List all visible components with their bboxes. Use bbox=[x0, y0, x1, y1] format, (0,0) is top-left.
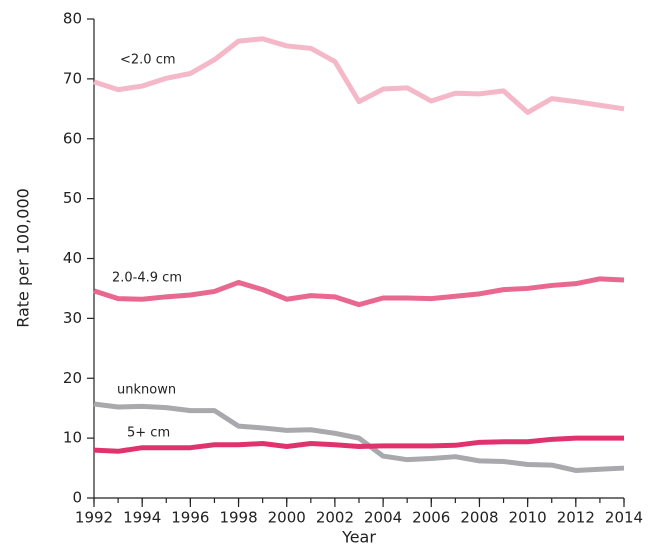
y-tick-label: 60 bbox=[63, 129, 82, 147]
x-tick-label: 2010 bbox=[509, 509, 547, 527]
x-tick-label: 2008 bbox=[460, 509, 498, 527]
y-tick-label: 70 bbox=[63, 69, 82, 87]
series-label: unknown bbox=[117, 383, 176, 398]
x-axis-title: Year bbox=[341, 528, 376, 547]
series-line bbox=[93, 276, 625, 308]
x-tick-label: 2006 bbox=[412, 509, 450, 527]
y-tick-label: 40 bbox=[63, 249, 82, 267]
x-tick-label: 1992 bbox=[75, 509, 113, 527]
x-tick-label: 1996 bbox=[171, 509, 209, 527]
x-tick-label: 2004 bbox=[364, 509, 402, 527]
y-tick-label: 50 bbox=[63, 189, 82, 207]
x-tick-label: 2014 bbox=[605, 509, 643, 527]
y-tick-label: 30 bbox=[63, 309, 82, 327]
series-label: <2.0 cm bbox=[120, 53, 176, 68]
x-tick-label: 2012 bbox=[557, 509, 595, 527]
y-tick-label: 10 bbox=[63, 429, 82, 447]
series-line bbox=[93, 435, 624, 454]
x-tick-label: 2002 bbox=[316, 509, 354, 527]
series-label: 5+ cm bbox=[127, 426, 170, 441]
x-tick-label: 2000 bbox=[268, 509, 306, 527]
y-tick-label: 20 bbox=[63, 369, 82, 387]
x-tick-label: 1994 bbox=[123, 509, 161, 527]
series-label: 2.0-4.9 cm bbox=[112, 271, 182, 286]
y-tick-label: 0 bbox=[72, 489, 82, 507]
y-tick-label: 80 bbox=[63, 10, 82, 28]
series-line bbox=[93, 401, 625, 473]
series-line bbox=[93, 36, 625, 115]
x-tick-label: 1998 bbox=[219, 509, 257, 527]
y-axis-title: Rate per 100,000 bbox=[14, 188, 33, 328]
